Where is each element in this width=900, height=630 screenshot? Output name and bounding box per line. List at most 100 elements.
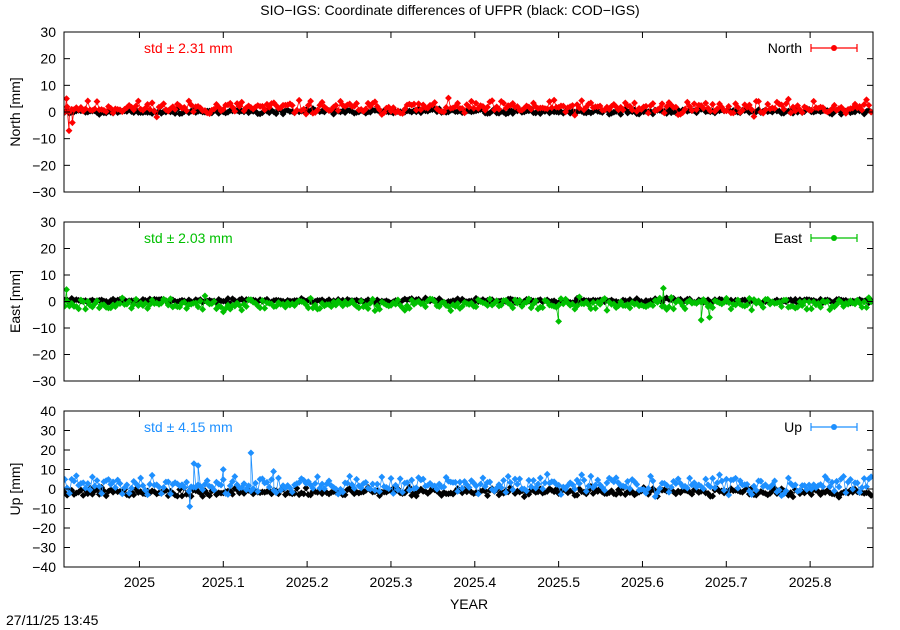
up-sio-point — [270, 487, 278, 494]
up-cod-point — [164, 492, 172, 500]
north-sio-point — [458, 104, 466, 112]
north-sio-point — [617, 103, 625, 111]
up-sio-point — [164, 478, 172, 486]
east-sio-point — [128, 304, 135, 312]
x-tick-label: 2025.4 — [453, 574, 496, 590]
up-sio-point — [412, 484, 420, 492]
up-sio-point — [601, 487, 609, 494]
east-sio-point — [706, 301, 714, 309]
up-sio-point — [343, 479, 351, 487]
up-sio-point — [362, 478, 370, 486]
north-sio-point — [502, 104, 510, 112]
x-tick-label: 2025.6 — [621, 574, 664, 590]
up-sio-point — [525, 476, 533, 484]
east-sio-point — [192, 299, 200, 307]
up-sio-point — [828, 478, 836, 486]
east-sio-point — [231, 302, 239, 310]
north-sio-point — [107, 104, 115, 112]
east-sio-point — [422, 303, 429, 311]
up-std-annotation: std ± 4.15 mm — [144, 419, 233, 435]
east-sio-point — [778, 303, 785, 311]
north-sio-point — [100, 106, 108, 114]
north-cod-point — [865, 106, 873, 114]
north-sio-point — [226, 99, 234, 107]
north-sio-point — [176, 102, 184, 110]
up-cod-point — [132, 485, 140, 493]
east-sio-point — [835, 296, 843, 304]
up-sio-point — [247, 449, 255, 457]
x-tick-label: 2025.5 — [537, 574, 580, 590]
up-sio-point — [288, 488, 296, 496]
up-sio-point — [497, 484, 505, 492]
up-sio-point — [840, 473, 847, 480]
up-cod-point — [612, 490, 620, 498]
east-sio-point — [468, 299, 475, 307]
up-sio-point — [785, 474, 792, 482]
up-sio-point — [309, 484, 317, 492]
east-sio-point — [497, 301, 505, 309]
north-sio-point — [91, 105, 99, 113]
north-sio-point — [479, 103, 487, 110]
north-sio-point — [569, 102, 576, 109]
north-std-annotation: std ± 2.31 mm — [144, 40, 233, 56]
north-sio-point — [495, 105, 503, 113]
east-sio-point — [242, 303, 250, 310]
north-sio-point — [697, 102, 705, 109]
chart-title: SIO−IGS: Coordinate differences of UFPR … — [260, 2, 639, 18]
up-sio-point — [91, 482, 99, 490]
north-sio-point — [686, 102, 694, 110]
up-sio-point — [321, 485, 328, 493]
east-sio-point — [626, 304, 634, 312]
north-sio-point — [102, 108, 110, 115]
up-sio-point — [93, 477, 101, 484]
up-sio-point — [610, 478, 618, 486]
up-sio-point — [454, 488, 462, 495]
north-sio-point — [704, 104, 712, 112]
up-sio-point — [734, 484, 742, 492]
up-sio-point — [752, 486, 760, 494]
up-sio-point — [132, 480, 140, 488]
up-sio-point — [252, 479, 259, 487]
up-sio-point — [603, 479, 611, 487]
east-sio-point — [66, 302, 73, 310]
up-sio-point — [814, 482, 822, 490]
east-sio-point — [727, 305, 735, 313]
up-sio-point — [771, 477, 779, 485]
east-sio-point — [748, 306, 756, 314]
up-sio-point — [231, 473, 239, 480]
up-sio-point — [513, 480, 521, 488]
east-sio-point — [199, 305, 207, 313]
up-sio-point — [109, 478, 117, 486]
north-sio-point — [82, 105, 89, 113]
north-sio-point — [750, 113, 758, 120]
up-sio-point — [642, 489, 650, 497]
up-sio-point — [534, 480, 542, 488]
up-sio-point — [95, 483, 103, 490]
north-sio-point — [249, 105, 257, 113]
east-sio-point — [194, 303, 202, 311]
up-sio-point — [842, 489, 850, 497]
up-sio-point — [713, 479, 721, 487]
east-sio-point — [582, 298, 590, 306]
up-sio-point — [863, 483, 870, 491]
east-sio-point — [603, 306, 611, 314]
up-sio-point — [194, 462, 202, 469]
up-sio-point — [84, 480, 92, 487]
up-sio-point — [373, 480, 381, 488]
up-sio-point — [853, 479, 861, 487]
north-sio-point — [562, 108, 569, 116]
east-sio-point — [123, 300, 131, 308]
east-sio-point — [824, 297, 831, 305]
up-sio-point — [667, 483, 675, 491]
east-sio-point — [801, 298, 808, 305]
north-sio-point — [190, 108, 197, 116]
east-sio-point — [472, 303, 480, 311]
east-sio-point — [759, 303, 767, 311]
north-cod-point — [488, 107, 496, 115]
east-sio-point — [256, 304, 264, 312]
y-tick-label: −20 — [32, 347, 56, 363]
east-sio-point — [810, 298, 818, 306]
up-sio-point — [219, 476, 227, 484]
up-sio-point — [516, 475, 524, 483]
up-cod-point — [867, 492, 873, 499]
